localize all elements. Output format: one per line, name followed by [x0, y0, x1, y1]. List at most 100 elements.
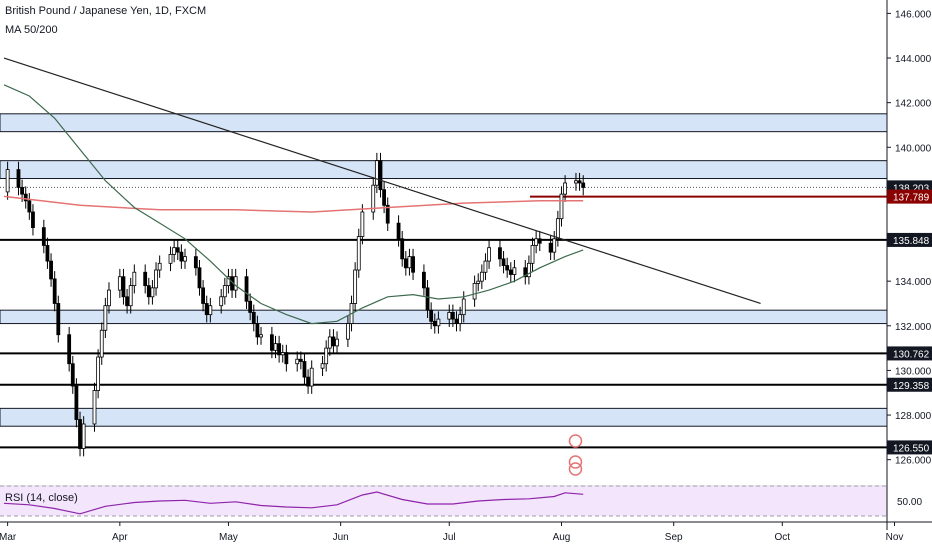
candle-body: [222, 285, 227, 298]
candle-body: [128, 285, 133, 307]
trendline: [3, 57, 761, 305]
y-tick-label: 132.000: [895, 322, 932, 333]
candle-body: [45, 245, 50, 262]
candle-body: [302, 361, 307, 378]
candle-body: [309, 367, 314, 387]
candle-body: [298, 358, 303, 362]
candle-body: [31, 211, 35, 229]
candle-body: [92, 390, 97, 425]
candle-body: [483, 260, 488, 273]
candle-body: [458, 314, 463, 324]
y-tick-label: 128.000: [895, 411, 932, 422]
candle-body: [374, 160, 379, 186]
candle-body: [20, 187, 25, 195]
candle-body: [512, 267, 517, 275]
candle-body: [534, 238, 539, 246]
candle-body: [41, 227, 46, 246]
moving-averages: [3, 84, 584, 325]
x-tick-label: Aug: [553, 532, 571, 543]
candle-body: [479, 271, 484, 282]
x-tick-label: Sep: [665, 532, 683, 543]
candle-body: [277, 343, 282, 356]
candle-body: [280, 352, 285, 356]
candle-body: [411, 256, 415, 273]
candle-body: [537, 238, 542, 244]
rsi-band: [0, 486, 887, 516]
candle-body: [259, 334, 263, 338]
candle-body: [172, 247, 177, 255]
event-marker-icon: [568, 434, 583, 448]
candle-body: [472, 282, 477, 300]
candle-body: [78, 419, 82, 449]
y-tick-label: 146.000: [895, 9, 932, 20]
price-tag: [887, 440, 932, 455]
candle-body: [360, 211, 365, 237]
candle-body: [476, 280, 481, 284]
ma200-line: [3, 195, 584, 213]
candle-body: [407, 256, 412, 269]
candle-body: [5, 169, 10, 193]
y-tick-label: 142.000: [895, 99, 932, 110]
candle-body: [530, 245, 535, 264]
candle-body: [49, 260, 53, 280]
x-tick-label: Apr: [112, 532, 128, 543]
candle-body: [555, 218, 560, 240]
candle-body: [385, 204, 390, 224]
candle-body: [345, 323, 350, 340]
price-tag: [887, 232, 932, 247]
candle-body: [70, 363, 75, 387]
candle-body: [175, 247, 180, 253]
candle-body: [331, 336, 336, 347]
candle-body: [447, 312, 452, 320]
price-tag-label: 129.358: [893, 381, 930, 392]
candle-body: [295, 358, 300, 365]
candle-body: [74, 385, 79, 420]
chart-title: British Pound / Japanese Yen, 1D, FXCM: [5, 5, 207, 17]
x-tick-label: Jun: [333, 532, 349, 543]
rsi-level-label: 50.00: [897, 497, 922, 508]
candlesticks: [5, 152, 586, 457]
candle-body: [204, 303, 209, 316]
candle-body: [335, 338, 339, 347]
candle-body: [429, 309, 434, 322]
horizontal-levels: [0, 186, 887, 449]
candle-body: [99, 329, 104, 358]
event-marker-icon: [568, 455, 583, 469]
price-tag-label: 130.762: [893, 349, 930, 360]
candle-body: [56, 303, 61, 336]
candle-body: [150, 287, 155, 298]
zone: [0, 309, 888, 325]
x-tick-label: Nov: [886, 532, 904, 543]
y-tick-label: 126.000: [895, 456, 932, 467]
rsi-line: [3, 491, 584, 515]
price-tag: [887, 377, 932, 392]
candle-body: [81, 423, 86, 449]
candle-body: [563, 182, 567, 195]
trendline-line: [3, 57, 761, 305]
price-tag: [887, 346, 932, 361]
candle-body: [527, 262, 531, 278]
candle-body: [103, 305, 108, 331]
candle-body: [269, 334, 274, 351]
candle-body: [52, 278, 57, 304]
candle-body: [255, 323, 260, 338]
candle-body: [432, 320, 437, 327]
candle-body: [574, 180, 578, 184]
candle-body: [422, 271, 426, 289]
candle-body: [248, 300, 253, 313]
candle-body: [306, 376, 310, 387]
price-tag: [887, 189, 932, 204]
candle-body: [371, 184, 376, 213]
x-tick-label: Oct: [775, 532, 791, 543]
candle-body: [132, 271, 137, 287]
candle-body: [284, 352, 289, 365]
candle-body: [559, 193, 564, 220]
candle-body: [107, 289, 111, 307]
zone: [0, 113, 888, 133]
candle-body: [454, 318, 459, 324]
y-tick-label: 144.000: [895, 54, 932, 65]
price-tag-label: 126.550: [893, 443, 930, 454]
